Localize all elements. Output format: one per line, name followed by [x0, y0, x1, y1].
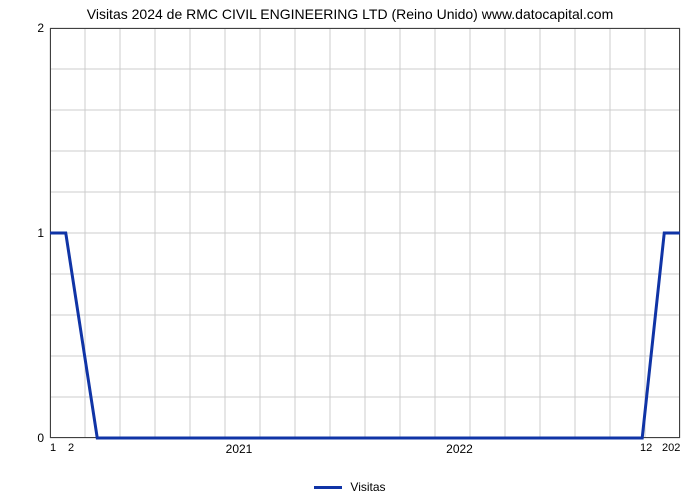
legend: Visitas [0, 476, 700, 495]
x-tick-small: 1 [50, 442, 56, 454]
grid-and-line [50, 28, 680, 438]
x-tick-small: 202 [662, 442, 680, 454]
y-tick-label: 0 [37, 431, 44, 445]
x-tick-label: 2022 [446, 442, 473, 456]
y-tick-label: 2 [37, 21, 44, 35]
y-tick-label: 1 [37, 226, 44, 240]
legend-item-visitas: Visitas [314, 480, 385, 494]
legend-swatch [314, 486, 342, 489]
chart-title: Visitas 2024 de RMC CIVIL ENGINEERING LT… [0, 6, 700, 22]
plot-area [50, 28, 680, 438]
x-tick-small: 2 [68, 442, 74, 454]
chart-container: Visitas 2024 de RMC CIVIL ENGINEERING LT… [0, 0, 700, 500]
x-tick-label: 2021 [226, 442, 253, 456]
x-tick-small: 12 [640, 442, 652, 454]
legend-label: Visitas [350, 480, 385, 494]
